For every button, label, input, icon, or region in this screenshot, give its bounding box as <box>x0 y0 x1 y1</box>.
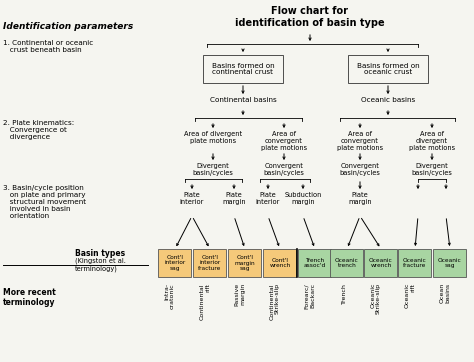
Text: Basin types: Basin types <box>75 249 125 258</box>
Text: Oceanic
trench: Oceanic trench <box>335 258 359 268</box>
Text: (Kingston et al.
terminology): (Kingston et al. terminology) <box>75 258 126 272</box>
Text: Cont'l
wrench: Cont'l wrench <box>269 258 291 268</box>
Text: Continental basins: Continental basins <box>210 97 276 103</box>
FancyBboxPatch shape <box>299 249 331 277</box>
Text: Oceanic
wrench: Oceanic wrench <box>369 258 393 268</box>
Text: Oceanic
Strike-slip: Oceanic Strike-slip <box>370 283 381 314</box>
Text: 3. Basin/cycle position
   on plate and primary
   structural movement
   involv: 3. Basin/cycle position on plate and pri… <box>3 185 86 219</box>
Text: Area of
convergent
plate motions: Area of convergent plate motions <box>337 131 383 151</box>
Text: Oceanic
sag: Oceanic sag <box>438 258 462 268</box>
Text: Plate
margin: Plate margin <box>348 192 372 205</box>
Text: Continental
rift: Continental rift <box>199 283 210 320</box>
Text: Oceanic basins: Oceanic basins <box>361 97 415 103</box>
Text: Intra-
cratonic: Intra- cratonic <box>164 283 175 309</box>
Text: More recent
terminology: More recent terminology <box>3 288 56 307</box>
Text: Continental
Strike-slip: Continental Strike-slip <box>269 283 280 320</box>
Text: 2. Plate kinematics:
   Convergence ot
   divergence: 2. Plate kinematics: Convergence ot dive… <box>3 120 74 140</box>
Text: Divergent
basin/cycles: Divergent basin/cycles <box>192 163 233 176</box>
Text: Subduction
margin: Subduction margin <box>284 192 322 205</box>
Text: Plate
interior: Plate interior <box>256 192 280 205</box>
Text: Cont'l
margin
sag: Cont'l margin sag <box>235 255 255 271</box>
Text: Convergent
basin/cycles: Convergent basin/cycles <box>264 163 304 176</box>
Text: Divergent
basin/cycles: Divergent basin/cycles <box>411 163 453 176</box>
Text: Cont'l
interior
fracture: Cont'l interior fracture <box>198 255 222 271</box>
FancyBboxPatch shape <box>365 249 398 277</box>
Text: Basins formed on
continental crust: Basins formed on continental crust <box>212 63 274 76</box>
Text: Forearc/
Backarc: Forearc/ Backarc <box>304 283 315 309</box>
Text: Identification parameters: Identification parameters <box>3 22 133 31</box>
Text: Flow chart for
identification of basin type: Flow chart for identification of basin t… <box>235 6 385 28</box>
Text: Oceanic
fracture: Oceanic fracture <box>403 258 427 268</box>
Text: Trench
assoc'd: Trench assoc'd <box>304 258 326 268</box>
FancyBboxPatch shape <box>399 249 431 277</box>
Text: Trench: Trench <box>342 283 347 304</box>
Text: 1. Continental or oceanic
   crust beneath basin: 1. Continental or oceanic crust beneath … <box>3 40 93 53</box>
Text: Basins formed on
oceanic crust: Basins formed on oceanic crust <box>357 63 419 76</box>
Text: Passive
margin: Passive margin <box>234 283 245 306</box>
FancyBboxPatch shape <box>158 249 191 277</box>
FancyBboxPatch shape <box>434 249 466 277</box>
Text: Plate
margin: Plate margin <box>222 192 246 205</box>
Text: Cont'l
interior
sag: Cont'l interior sag <box>164 255 186 271</box>
Text: Area of divergent
plate motions: Area of divergent plate motions <box>184 131 242 144</box>
Text: Ocean
basins: Ocean basins <box>439 283 450 303</box>
FancyBboxPatch shape <box>228 249 262 277</box>
Text: Area of
convergent
plate motions: Area of convergent plate motions <box>261 131 307 151</box>
FancyBboxPatch shape <box>193 249 227 277</box>
Text: Area of
divergent
plate motions: Area of divergent plate motions <box>409 131 455 151</box>
Text: Oceanic
rift: Oceanic rift <box>404 283 415 308</box>
Text: Plate
interior: Plate interior <box>180 192 204 205</box>
Text: Convergent
basin/cycles: Convergent basin/cycles <box>339 163 381 176</box>
FancyBboxPatch shape <box>330 249 364 277</box>
FancyBboxPatch shape <box>264 249 297 277</box>
